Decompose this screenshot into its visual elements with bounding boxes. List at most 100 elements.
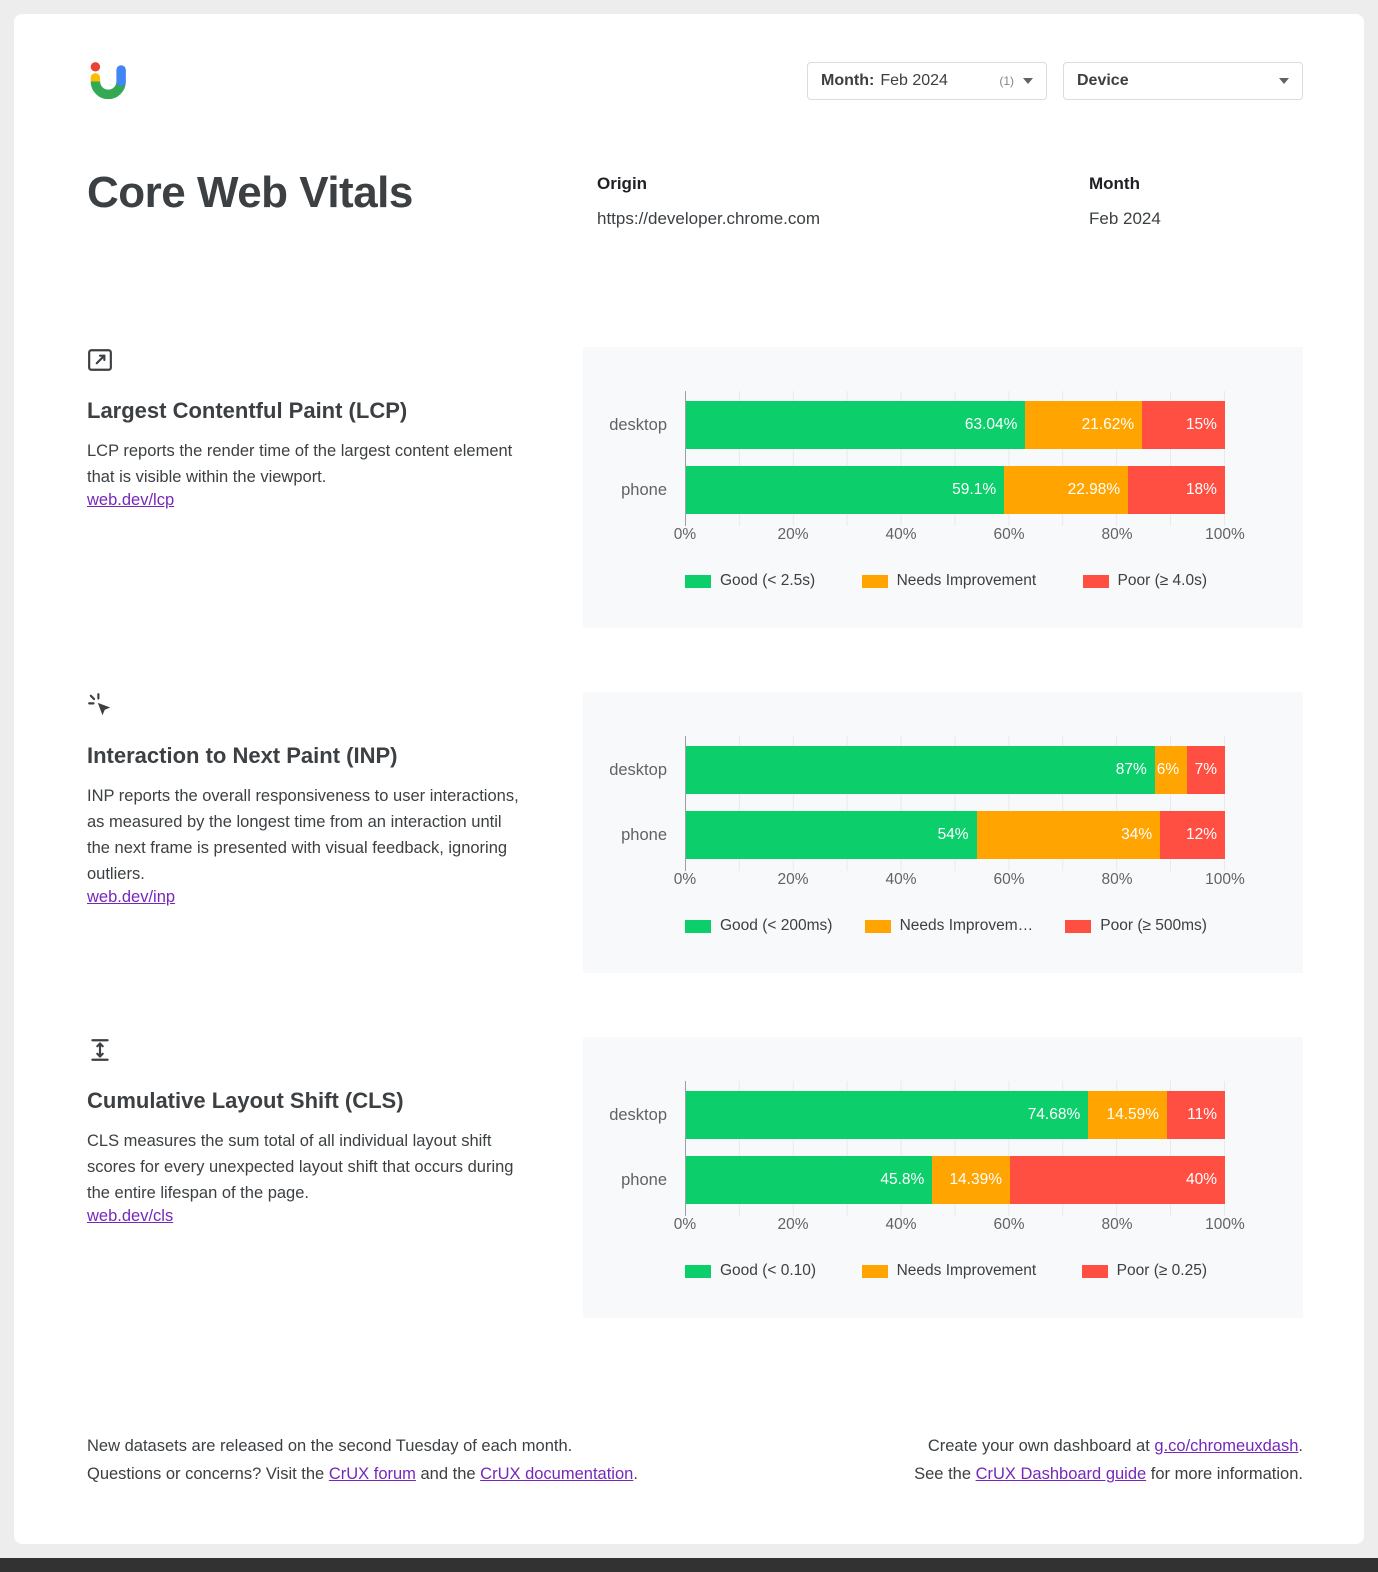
month-label: Month xyxy=(1089,174,1140,193)
inp-link[interactable]: web.dev/inp xyxy=(87,888,176,906)
footer-text: Questions or concerns? Visit the xyxy=(87,1465,329,1483)
bar-value-label: 11% xyxy=(1187,1106,1217,1123)
legend-swatch-good xyxy=(685,574,711,588)
legend-swatch-good xyxy=(685,919,711,933)
inp-section: Interaction to Next Paint (INP) INP repo… xyxy=(87,692,1303,973)
legend-item-good: Good (< 0.10) xyxy=(685,1262,816,1280)
bar-segment-needs_improvement: 21.62% xyxy=(1025,401,1143,449)
legend-swatch-good xyxy=(685,1264,711,1278)
legend-swatch-poor xyxy=(1081,1264,1108,1278)
legend-label: Poor (≥ 500ms) xyxy=(1100,917,1207,934)
x-tick-label: 100% xyxy=(1205,1216,1245,1233)
bar-value-label: 6% xyxy=(1156,761,1180,778)
crux-logo xyxy=(87,60,129,102)
bars-area: desktop 74.68% 14.59% 11% phone 45.8% 14.39% 40… xyxy=(609,1081,1225,1216)
chart-y-axis-line xyxy=(685,1081,686,1216)
legend-swatch-needs_improvement xyxy=(864,919,891,933)
legend-item-good: Good (< 200ms) xyxy=(685,917,832,935)
lcp-link[interactable]: web.dev/lcp xyxy=(87,491,175,509)
x-tick-label: 20% xyxy=(777,871,809,888)
origin-value: https://developer.chrome.com xyxy=(597,209,821,228)
inp-icon xyxy=(87,692,543,718)
month-value: Feb 2024 xyxy=(1089,209,1161,228)
bar-segment-poor: 15% xyxy=(1142,401,1225,449)
lcp-text-column: Largest Contentful Paint (LCP) LCP repor… xyxy=(87,347,583,628)
metric-title: Largest Contentful Paint (LCP) xyxy=(87,398,408,423)
bar-segment-poor: 18% xyxy=(1128,466,1225,514)
bar-segment-needs_improvement: 34% xyxy=(976,811,1161,859)
bar-value-label: 22.98% xyxy=(1067,481,1121,498)
footer-text: and the xyxy=(415,1465,481,1483)
crux-documentation-link[interactable]: CrUX documentation xyxy=(480,1465,634,1483)
crux-forum-link[interactable]: CrUX forum xyxy=(328,1465,416,1483)
origin-label: Origin xyxy=(597,174,648,193)
legend-item-poor: Poor (≥ 500ms) xyxy=(1065,917,1207,935)
legend-label: Needs Improvem… xyxy=(899,917,1034,934)
legend-label: Needs Improvement xyxy=(896,572,1037,589)
legend-item-needs_improvement: Needs Improvement xyxy=(861,1262,1036,1280)
footer-left-line2: Questions or concerns? Visit the CrUX fo… xyxy=(87,1460,638,1488)
x-tick-label: 60% xyxy=(993,871,1025,888)
title-row: Core Web Vitals Origin https://developer… xyxy=(87,168,1303,229)
legend-label: Good (< 200ms) xyxy=(720,917,833,934)
bar-value-label: 40% xyxy=(1185,1171,1217,1188)
chart-legend: Good (< 0.10) Needs Improvement Poor (≥ 0.… xyxy=(685,1262,1207,1280)
bar-category-label: desktop xyxy=(609,1106,667,1124)
stacked-bar-phone: phone 54% 34% 12% xyxy=(621,811,1225,859)
bar-category-label: desktop xyxy=(609,761,667,779)
cls-icon xyxy=(87,1037,543,1063)
bar-value-label: 14.59% xyxy=(1106,1106,1160,1123)
bar-segment-good: 74.68% xyxy=(685,1091,1089,1139)
footer-text: . xyxy=(1298,1437,1303,1455)
legend-label: Poor (≥ 0.25) xyxy=(1116,1262,1207,1279)
x-tick-label: 80% xyxy=(1101,1216,1133,1233)
footer: New datasets are released on the second … xyxy=(87,1432,1303,1488)
metric-title: Cumulative Layout Shift (CLS) xyxy=(87,1088,404,1113)
chevron-down-icon xyxy=(1279,78,1289,84)
x-tick-label: 60% xyxy=(993,1216,1025,1233)
bar-value-label: 7% xyxy=(1194,761,1217,778)
x-tick-label: 60% xyxy=(993,526,1025,543)
legend-item-poor: Poor (≥ 0.25) xyxy=(1081,1262,1207,1280)
chart-legend: Good (< 2.5s) Needs Improvement Poor (≥ 4.… xyxy=(685,572,1207,590)
metric-description: INP reports the overall responsiveness t… xyxy=(87,787,519,883)
bar-value-label: 63.04% xyxy=(964,416,1018,433)
bar-segment-good: 87% xyxy=(685,746,1155,794)
bar-value-label: 34% xyxy=(1121,826,1153,843)
legend-item-poor: Poor (≥ 4.0s) xyxy=(1082,572,1207,590)
bar-value-label: 14.39% xyxy=(949,1171,1003,1188)
month-filter-value: Feb 2024 xyxy=(880,72,948,89)
bar-category-label: desktop xyxy=(609,416,667,434)
bar-segment-good: 63.04% xyxy=(685,401,1026,449)
bar-value-label: 54% xyxy=(937,826,969,843)
month-filter-dropdown[interactable]: Month: Feb 2024 (1) xyxy=(807,62,1047,100)
legend-label: Good (< 2.5s) xyxy=(720,572,816,589)
device-filter-dropdown[interactable]: Device xyxy=(1063,62,1303,100)
legend-item-needs_improvement: Needs Improvement xyxy=(861,572,1037,590)
chevron-down-icon xyxy=(1023,78,1033,84)
bar-segment-good: 45.8% xyxy=(685,1156,933,1204)
inp-chart-panel: desktop 87% 6% 7% phone 54% 34% 12% 0% 20% 40% 60% 8… xyxy=(583,692,1303,973)
bottom-bar xyxy=(0,1558,1378,1572)
legend-item-needs_improvement: Needs Improvem… xyxy=(864,917,1034,935)
dashboard-guide-link[interactable]: CrUX Dashboard guide xyxy=(975,1465,1147,1483)
bars-area: desktop 63.04% 21.62% 15% phone 59.1% 22.98% 18… xyxy=(609,391,1225,526)
month-block: Month Feb 2024 xyxy=(1075,168,1303,229)
bar-category-label: phone xyxy=(621,1171,667,1189)
bar-segment-needs_improvement: 22.98% xyxy=(1004,466,1129,514)
chromeuxdash-link[interactable]: g.co/chromeuxdash xyxy=(1154,1437,1299,1455)
x-tick-label: 0% xyxy=(673,1216,697,1233)
page-title: Core Web Vitals xyxy=(87,168,413,217)
stacked-bar-desktop: desktop 63.04% 21.62% 15% xyxy=(609,401,1225,449)
legend-item-good: Good (< 2.5s) xyxy=(685,572,815,590)
x-tick-label: 0% xyxy=(673,871,697,888)
bar-segment-poor: 7% xyxy=(1187,746,1225,794)
footer-text: . xyxy=(633,1465,638,1483)
bar-segment-needs_improvement: 14.59% xyxy=(1088,1091,1168,1139)
bar-segment-poor: 40% xyxy=(1010,1156,1225,1204)
stacked-bar-desktop: desktop 87% 6% 7% xyxy=(609,746,1225,794)
stacked-bar-phone: phone 59.1% 22.98% 18% xyxy=(621,466,1225,514)
cls-link[interactable]: web.dev/cls xyxy=(87,1207,174,1225)
x-tick-label: 20% xyxy=(777,526,809,543)
inp-text-column: Interaction to Next Paint (INP) INP repo… xyxy=(87,692,583,973)
